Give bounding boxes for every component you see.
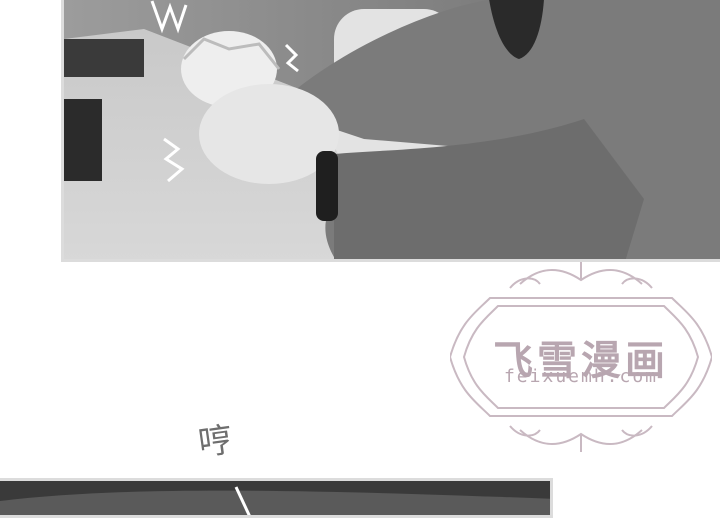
manga-panel-bottom — [0, 478, 553, 518]
tremble-mark — [150, 0, 188, 34]
watermark-frame — [450, 262, 712, 452]
sound-effect-hum: 哼 — [195, 419, 237, 465]
watermark: 飞雪漫画 feixuemh.com — [450, 262, 712, 452]
watermark-title: 飞雪漫画 — [493, 338, 669, 384]
keyboard — [64, 99, 102, 181]
watermark-url: feixuemh.com — [503, 366, 659, 387]
hair — [489, 0, 544, 59]
panel-illustration — [64, 0, 720, 259]
wristband — [316, 151, 338, 221]
panel-illustration-bottom — [0, 481, 550, 515]
book-on-desk — [64, 39, 144, 77]
manga-panel-top — [61, 0, 720, 262]
